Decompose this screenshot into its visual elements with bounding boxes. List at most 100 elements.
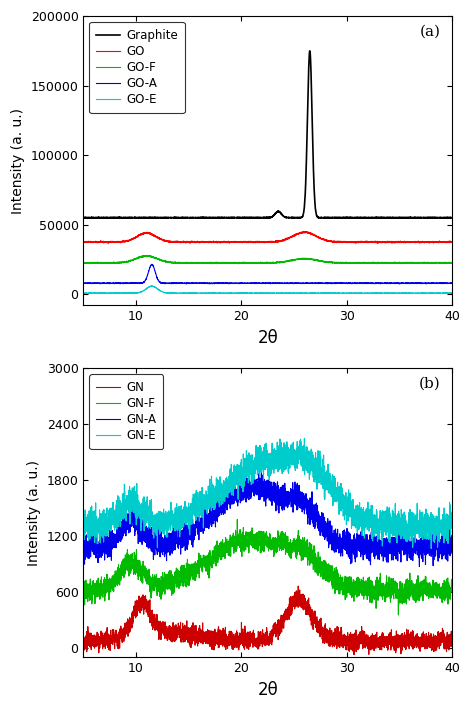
GO bbox=[81, 237, 86, 246]
Line: GO: GO bbox=[83, 231, 452, 244]
GN bbox=[351, 650, 357, 659]
GO-F bbox=[236, 260, 242, 268]
GN-F bbox=[349, 587, 354, 596]
GO-A bbox=[81, 279, 86, 288]
GN-A bbox=[449, 550, 455, 558]
GO-F bbox=[145, 251, 150, 260]
GO-A bbox=[449, 279, 455, 288]
Graphite bbox=[307, 47, 313, 55]
Legend: GN, GN-F, GN-A, GN-E: GN, GN-F, GN-A, GN-E bbox=[89, 374, 163, 449]
GO bbox=[420, 237, 425, 246]
GN-E bbox=[81, 514, 86, 523]
Y-axis label: Intensity (a. u.): Intensity (a. u.) bbox=[11, 108, 25, 214]
GN bbox=[295, 581, 301, 590]
GN-A bbox=[416, 562, 422, 571]
GN-A bbox=[251, 464, 257, 473]
GN bbox=[438, 633, 444, 641]
GO-E bbox=[81, 289, 86, 297]
GN-A bbox=[238, 486, 244, 494]
GO bbox=[303, 227, 309, 236]
Graphite bbox=[236, 214, 241, 222]
Line: GN-E: GN-E bbox=[83, 438, 452, 549]
GO-A bbox=[423, 280, 429, 288]
Line: GO-E: GO-E bbox=[83, 286, 452, 293]
Text: (b): (b) bbox=[419, 377, 441, 391]
GN-F bbox=[81, 589, 86, 598]
GN-A bbox=[236, 491, 241, 500]
GO-E bbox=[256, 289, 261, 297]
GN-F bbox=[420, 594, 425, 602]
Graphite bbox=[238, 213, 244, 222]
GO bbox=[238, 238, 244, 246]
GO-A bbox=[238, 279, 244, 288]
GO-F bbox=[349, 258, 354, 267]
GO-F bbox=[238, 258, 244, 267]
Graphite bbox=[438, 214, 444, 222]
GN-F bbox=[256, 537, 261, 546]
GO-F bbox=[81, 259, 86, 268]
GN-E bbox=[449, 522, 455, 530]
Graphite bbox=[81, 214, 86, 222]
GN-E bbox=[256, 446, 261, 454]
GO-A bbox=[149, 260, 154, 268]
GO-A bbox=[256, 279, 261, 288]
GO bbox=[106, 239, 111, 248]
GO-F bbox=[449, 259, 455, 268]
X-axis label: 2θ: 2θ bbox=[257, 329, 278, 346]
GO bbox=[256, 237, 261, 246]
GN bbox=[449, 635, 455, 644]
Line: GN-A: GN-A bbox=[83, 469, 452, 567]
GO-E bbox=[238, 289, 244, 297]
GN-F bbox=[235, 515, 240, 524]
GN-A bbox=[256, 488, 261, 496]
GO bbox=[438, 237, 444, 246]
Line: Graphite: Graphite bbox=[83, 51, 452, 218]
GO bbox=[349, 237, 354, 246]
GN bbox=[349, 633, 354, 642]
Line: GN-F: GN-F bbox=[83, 520, 452, 615]
GO bbox=[449, 238, 455, 246]
GN-E bbox=[349, 506, 354, 514]
GN-F bbox=[449, 577, 455, 585]
GN-A bbox=[349, 555, 354, 563]
GO-E bbox=[438, 289, 444, 297]
Text: (a): (a) bbox=[420, 25, 441, 39]
GN bbox=[420, 629, 425, 638]
Graphite bbox=[228, 214, 234, 222]
GN-E bbox=[236, 470, 241, 479]
GO-E bbox=[449, 288, 455, 297]
GO bbox=[236, 238, 241, 246]
GO-A bbox=[420, 279, 425, 288]
GO-E bbox=[236, 288, 241, 297]
GN-E bbox=[420, 515, 425, 524]
GN bbox=[236, 632, 241, 640]
GO-E bbox=[349, 289, 354, 297]
GN-E bbox=[301, 434, 307, 442]
Graphite bbox=[420, 214, 425, 222]
GO-F bbox=[438, 258, 444, 267]
Line: GO-A: GO-A bbox=[83, 264, 452, 284]
GO-F bbox=[256, 258, 261, 267]
GN-E bbox=[429, 545, 434, 553]
GO-F bbox=[420, 258, 425, 267]
GN-F bbox=[236, 539, 241, 547]
GN-E bbox=[438, 520, 444, 528]
Line: GO-F: GO-F bbox=[83, 256, 452, 264]
Legend: Graphite, GO, GO-F, GO-A, GO-E: Graphite, GO, GO-F, GO-A, GO-E bbox=[89, 22, 185, 113]
X-axis label: 2θ: 2θ bbox=[257, 681, 278, 699]
GN bbox=[256, 633, 261, 642]
Graphite bbox=[349, 213, 354, 222]
Line: GN: GN bbox=[83, 586, 452, 655]
GN-F bbox=[396, 611, 401, 619]
GN-E bbox=[238, 474, 244, 483]
GO-E bbox=[149, 282, 154, 290]
Y-axis label: Intensity (a. u.): Intensity (a. u.) bbox=[27, 460, 41, 566]
GO-E bbox=[203, 289, 208, 297]
GO-F bbox=[236, 258, 241, 267]
GN-F bbox=[238, 535, 244, 543]
GN bbox=[238, 638, 244, 646]
GN-A bbox=[81, 540, 86, 549]
Graphite bbox=[256, 214, 261, 222]
GN-A bbox=[438, 546, 444, 555]
GN-F bbox=[438, 589, 444, 597]
